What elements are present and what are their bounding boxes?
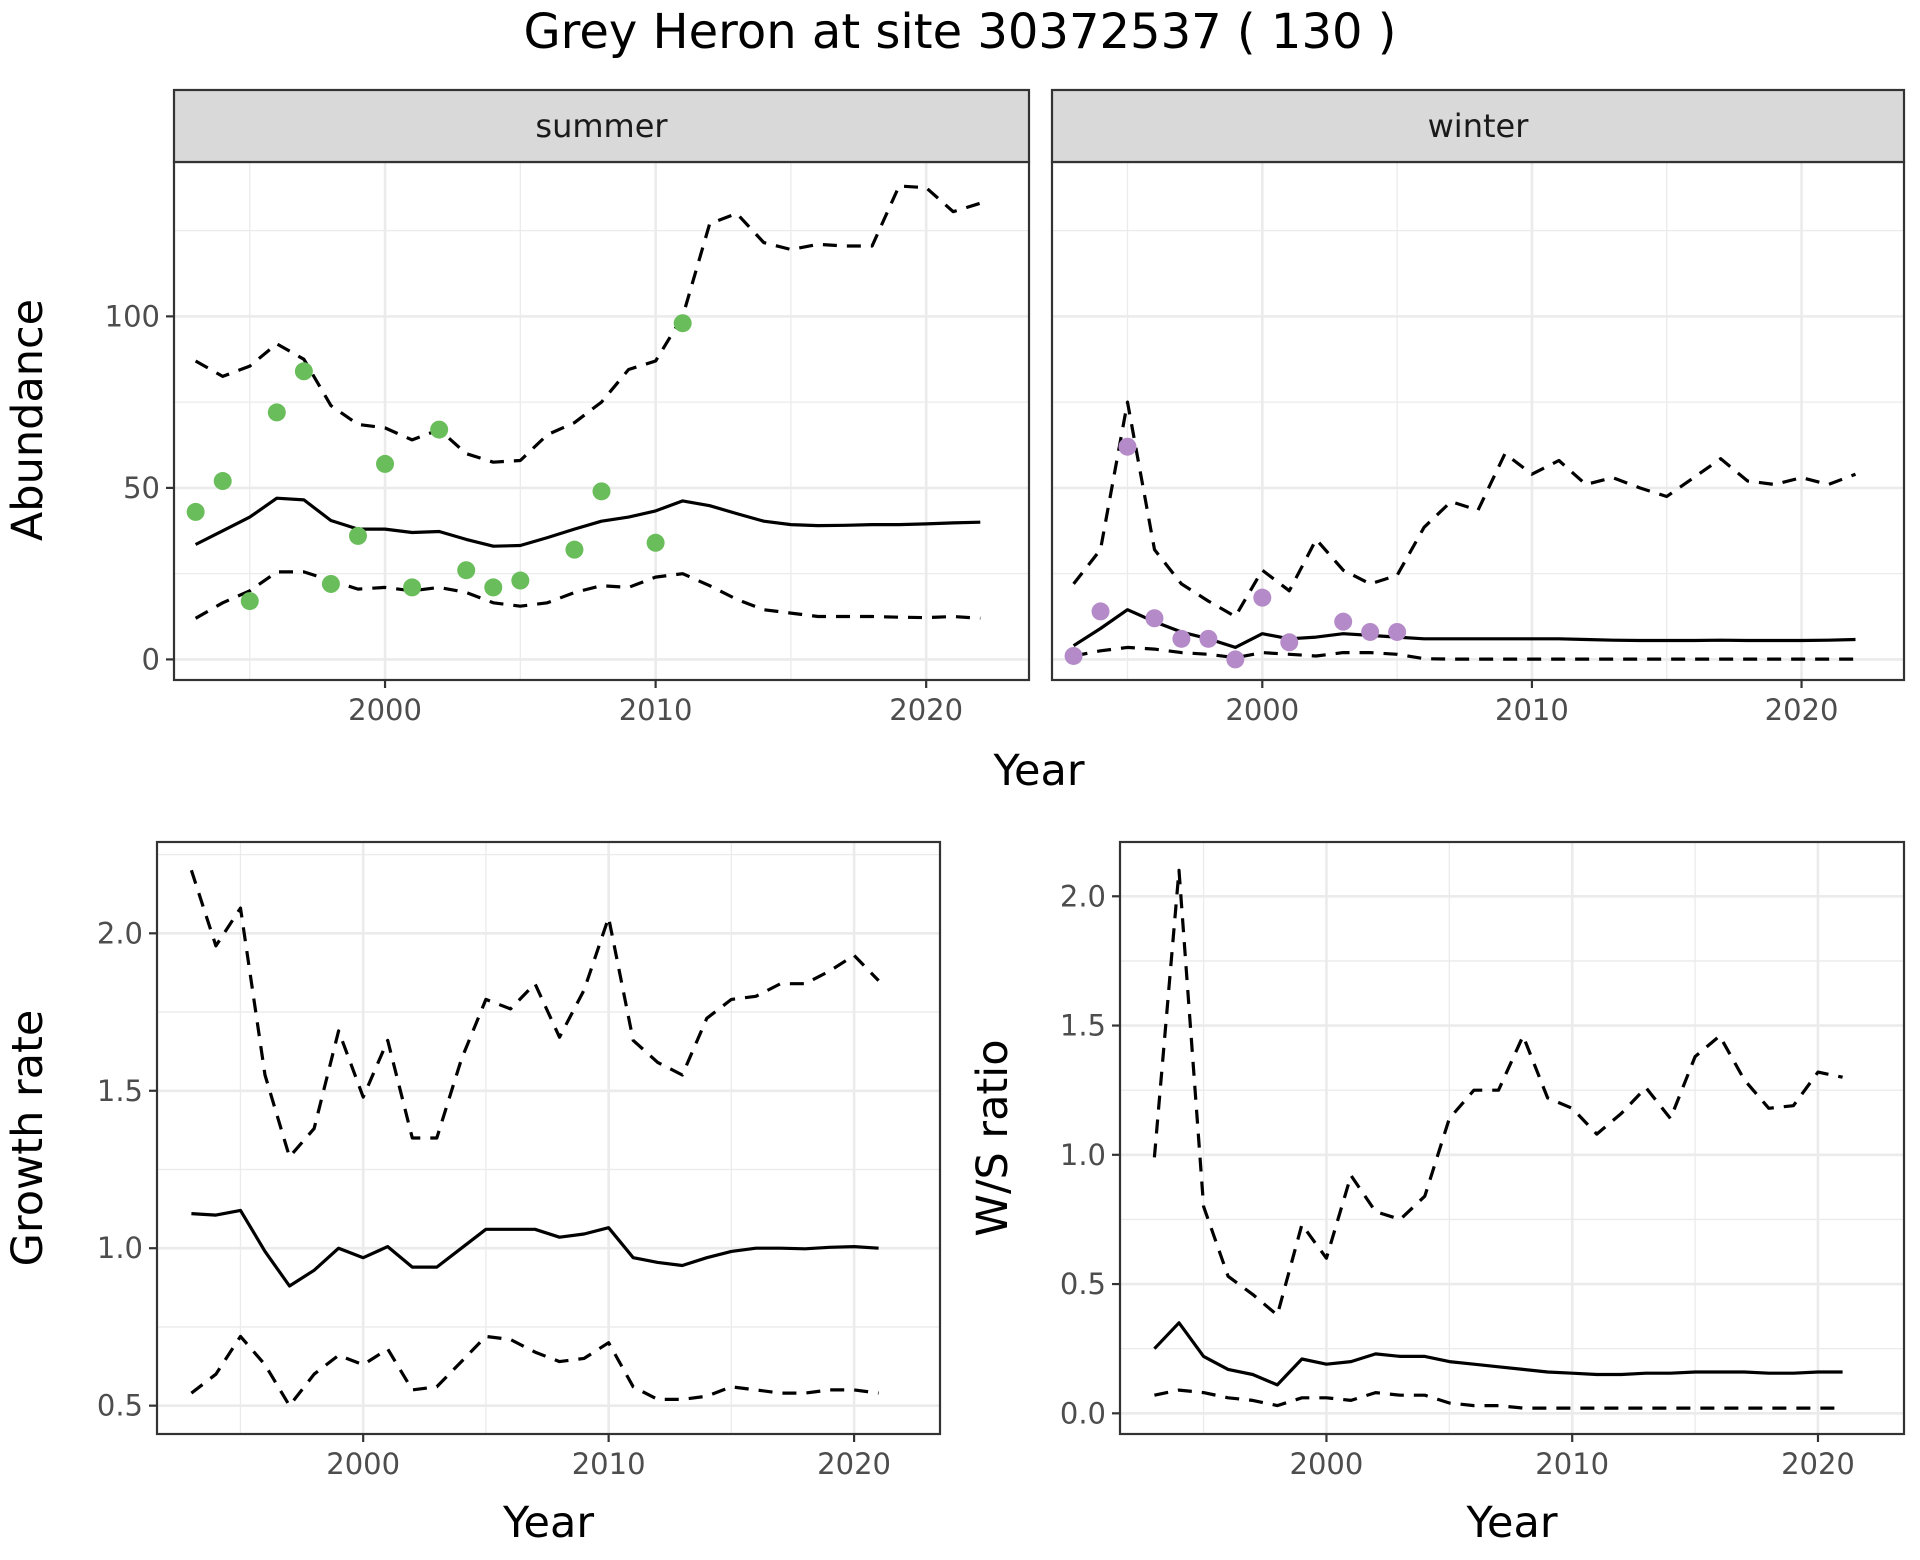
- growth-lower-line: [190, 1334, 879, 1408]
- winter-observed-point: [1280, 633, 1299, 652]
- summer-observed-point: [376, 454, 395, 473]
- growth-rate-panel: 2000 2010 2020 0.5 1.0 1.5 2.0 Growth rate Year: [3, 840, 942, 1548]
- growth-panel-border: [155, 840, 942, 1436]
- growth-y-tick-label: 1.5: [97, 1074, 143, 1108]
- ws-ratio-panel: 2000 2010 2020 0.0 0.5 1.0 1.5 2.0 W/S ratio Year: [968, 840, 1906, 1548]
- summer-y-tick-label: 100: [105, 299, 160, 333]
- ratio-x-tick-label: 2010: [1535, 1447, 1609, 1481]
- ratio-y-axis-title: W/S ratio: [968, 1039, 1018, 1236]
- winter-observed-point: [1388, 622, 1407, 641]
- summer-observed-point: [267, 403, 286, 422]
- winter-observed-point: [1145, 609, 1164, 628]
- ratio-y-tick-label: 0.5: [1060, 1267, 1106, 1301]
- ratio-estimate-line: [1153, 1321, 1843, 1387]
- summer-observed-point: [457, 561, 476, 580]
- summer-observed-point: [511, 571, 530, 590]
- winter-observed-point: [1253, 588, 1272, 607]
- winter-observed-point: [1334, 612, 1353, 631]
- summer-observed-point: [321, 574, 340, 593]
- growth-plot-area: [157, 842, 940, 1434]
- summer-observed-point: [484, 578, 503, 597]
- winter-strip-label: winter: [1428, 107, 1530, 145]
- growth-y-tick-label: 0.5: [97, 1389, 143, 1423]
- ratio-y-tick-label: 1.5: [1060, 1009, 1106, 1043]
- summer-observed-point: [240, 592, 259, 611]
- winter-x-tick-label: 2000: [1225, 693, 1299, 727]
- ratio-x-tick-label: 2020: [1781, 1447, 1855, 1481]
- winter-observed-point: [1226, 650, 1245, 669]
- ratio-plot-area: [1120, 842, 1904, 1434]
- summer-strip-label: summer: [535, 107, 668, 145]
- growth-x-tick-label: 2000: [326, 1447, 400, 1481]
- summer-estimate-line: [194, 496, 981, 548]
- winter-lower-line: [1073, 645, 1856, 661]
- growth-y-axis-title: Growth rate: [3, 1010, 53, 1267]
- ratio-y-tick-label: 1.0: [1060, 1138, 1106, 1172]
- summer-strip: [172, 88, 1031, 164]
- summer-observed-point: [294, 362, 313, 381]
- summer-observed-point: [646, 533, 665, 552]
- winter-observed-point: [1091, 602, 1110, 621]
- chart-title: Grey Heron at site 30372537 ( 130 ): [523, 4, 1396, 60]
- summer-observed-point: [348, 526, 367, 545]
- growth-y-tick-label: 1.0: [97, 1231, 143, 1265]
- ratio-upper-line: [1152, 868, 1843, 1317]
- ratio-x-tick-label: 2000: [1290, 1447, 1364, 1481]
- winter-plot-area: [1052, 162, 1904, 680]
- winter-x-tick-label: 2020: [1765, 693, 1839, 727]
- growth-y-tick-label: 2.0: [97, 916, 143, 950]
- summer-x-tick-label: 2020: [889, 693, 963, 727]
- ratio-y-tick-label: 2.0: [1060, 879, 1106, 913]
- abundance-y-axis-title: Abundance: [3, 299, 53, 541]
- summer-observed-point: [592, 482, 611, 501]
- summer-y-tick-label: 50: [123, 471, 160, 505]
- winter-observed-point: [1172, 629, 1191, 648]
- growth-x-tick-label: 2020: [817, 1447, 891, 1481]
- winter-upper-line: [1072, 400, 1857, 619]
- summer-observed-point: [186, 502, 205, 521]
- summer-plot-area: [174, 162, 1029, 680]
- winter-observed-point: [1118, 437, 1137, 456]
- summer-observed-point: [213, 472, 232, 491]
- winter-panel: winter 2000 2010 2020: [1050, 88, 1906, 727]
- winter-strip: [1050, 88, 1906, 164]
- growth-x-axis-title: Year: [502, 1498, 594, 1548]
- growth-estimate-line: [191, 1208, 879, 1288]
- ratio-x-axis-title: Year: [1465, 1498, 1557, 1548]
- winter-x-tick-label: 2010: [1495, 693, 1569, 727]
- summer-panel: summer 2000 2010 2020 0 50 100: [105, 88, 1031, 727]
- summer-observed-point: [565, 540, 584, 559]
- ratio-y-tick-label: 0.0: [1060, 1396, 1106, 1430]
- abundance-x-axis-title: Year: [992, 746, 1084, 796]
- summer-y-tick-label: 0: [142, 642, 160, 676]
- ratio-lower-line: [1154, 1388, 1843, 1410]
- summer-x-tick-label: 2000: [348, 693, 422, 727]
- summer-upper-line: [194, 184, 981, 464]
- summer-x-tick-label: 2010: [619, 693, 693, 727]
- winter-observed-point: [1064, 646, 1083, 665]
- growth-x-tick-label: 2010: [572, 1447, 646, 1481]
- summer-observed-point: [430, 420, 449, 439]
- winter-observed-point: [1199, 629, 1218, 648]
- summer-observed-point: [673, 314, 692, 333]
- winter-observed-point: [1361, 622, 1380, 641]
- summer-observed-point: [403, 578, 422, 597]
- ratio-panel-border: [1118, 840, 1906, 1436]
